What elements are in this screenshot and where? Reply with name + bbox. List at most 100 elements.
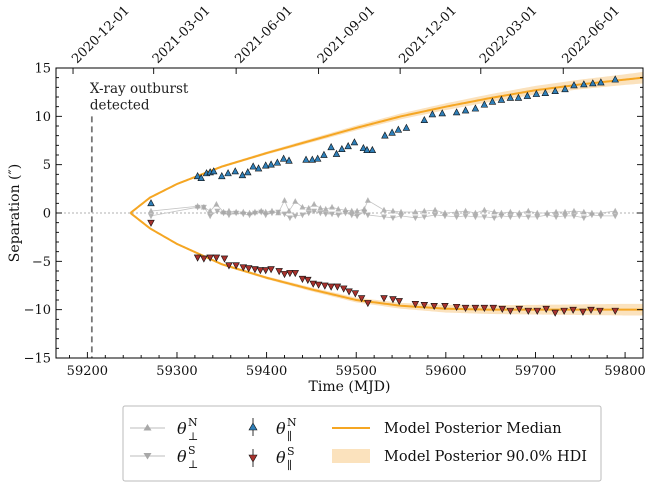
par-s-point [569, 306, 577, 314]
x-tick-label: 59200 [67, 364, 108, 379]
perp-n-point [305, 204, 312, 211]
perp-s-point [342, 210, 349, 217]
par-n-point [471, 104, 480, 112]
legend-median-label: Model Posterior Median [384, 421, 562, 437]
perp-s-point [311, 208, 318, 215]
par-n-point [327, 143, 335, 151]
par-n-point [589, 79, 597, 87]
perp-s-point [275, 209, 282, 216]
perp-n-point [364, 197, 371, 203]
par-n-point [273, 158, 282, 166]
par-n-point [249, 162, 257, 170]
par-n-point [218, 172, 226, 180]
par-n-point [244, 168, 252, 176]
perp-n-point [381, 206, 387, 213]
perp-s-point [544, 212, 551, 219]
par-n-point [580, 80, 588, 88]
perp-n-point [286, 207, 292, 214]
par-s-point [275, 268, 283, 276]
y-tick-label: −15 [24, 352, 51, 367]
legend-perp-n-sub: ⊥ [188, 430, 198, 443]
par-s-point [380, 295, 388, 303]
par-n-point [238, 171, 247, 179]
par-s-point [239, 264, 248, 272]
par-n-point [193, 172, 202, 180]
par-s-point [452, 303, 461, 312]
y-tick-label: −5 [32, 255, 51, 270]
legend-par-s-marker [248, 449, 258, 467]
legend-par-s-sub: ∥ [287, 459, 292, 472]
perp-s-point [361, 209, 368, 216]
perp-s-point [525, 214, 532, 221]
par-s-point [489, 304, 498, 312]
y-tick-label: 0 [43, 207, 51, 222]
par-n-point [532, 89, 541, 97]
par-s-point [314, 281, 323, 289]
legend-par-n-symbol: θ [276, 419, 286, 438]
perp-n-point [562, 208, 569, 215]
par-n-point [497, 95, 506, 103]
perp-s-point [562, 213, 569, 220]
par-n-point [261, 161, 270, 169]
perp-s-point [214, 208, 221, 215]
perp-s-point [441, 213, 448, 220]
par-n-point [209, 167, 218, 175]
par-n-point [285, 156, 293, 164]
par-s-point [286, 270, 294, 278]
perp-n-point [462, 207, 469, 214]
par-s-point [280, 271, 289, 279]
perp-s-point [389, 215, 396, 222]
perp-n-point [348, 207, 355, 214]
legend-par-s-sup: S [287, 445, 295, 458]
x-tick-label: 59300 [156, 364, 197, 379]
par-s-point [267, 266, 275, 274]
legend-hdi-swatch [332, 449, 370, 463]
perp-s-point [597, 213, 604, 220]
par-s-point [596, 307, 604, 315]
perp-s-point [491, 215, 498, 222]
perp-s-point [432, 212, 439, 219]
perp-s-point [207, 213, 214, 220]
model-south-median-line [129, 212, 643, 311]
par-s-point [430, 302, 438, 311]
par-s-point [611, 307, 619, 315]
legend-perp-s-symbol: θ [177, 447, 187, 466]
perp-s-point [571, 213, 577, 220]
perp-s-point [299, 212, 306, 219]
plot-inner [56, 71, 643, 358]
legend-par-s-symbol: θ [276, 448, 286, 467]
perp-n-point [389, 207, 396, 214]
axes: 59200 59300 59400 59500 59600 59700 59800 −15 −1… [7, 3, 646, 395]
par-s-point [533, 307, 541, 315]
perp-s-point [220, 210, 227, 217]
par-n-point [541, 88, 550, 96]
model-north-hdi-band [130, 71, 643, 213]
legend-par-n-marker [248, 418, 258, 436]
par-s-point [212, 254, 221, 262]
perp-n-point [432, 206, 439, 213]
par-n-point [313, 154, 322, 162]
par-s-point [524, 307, 533, 315]
perp-s-point [281, 211, 288, 218]
perp-n-point [322, 205, 329, 212]
perp-n-point [292, 198, 299, 204]
perp-n-point [299, 203, 306, 210]
par-s-point [441, 302, 449, 311]
perp-s-point [269, 210, 275, 217]
par-s-point [542, 305, 550, 313]
y-tick-label: 15 [34, 62, 51, 77]
par-s-point [220, 255, 229, 263]
par-s-point [244, 265, 253, 273]
perp-n-point [311, 201, 318, 207]
perp-s-point [305, 210, 312, 217]
par-n-point [308, 155, 317, 163]
par-n-point [338, 144, 346, 153]
par-n-point [438, 109, 446, 117]
par-s-point [291, 270, 300, 278]
par-n-point [363, 145, 371, 153]
perp-n-point [329, 203, 335, 210]
perp-s-point [329, 211, 335, 218]
par-s-point [193, 254, 202, 262]
par-s-point [480, 304, 489, 312]
